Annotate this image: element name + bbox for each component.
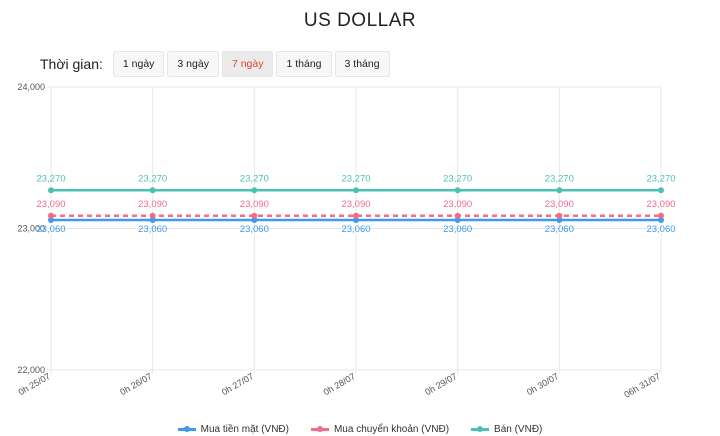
data-point bbox=[251, 217, 258, 224]
range-button-7-days[interactable]: 7 ngày bbox=[221, 51, 274, 77]
data-point bbox=[658, 217, 664, 224]
data-point bbox=[556, 217, 563, 224]
legend-item-ban[interactable]: Bán (VNĐ) bbox=[471, 424, 542, 435]
data-label: 23,270 bbox=[341, 173, 370, 184]
legend-item-mua-chuyen-khoan[interactable]: Mua chuyển khoản (VNĐ) bbox=[310, 424, 450, 435]
data-point bbox=[353, 212, 359, 219]
legend-label: Mua chuyển khoản (VNĐ) bbox=[333, 424, 450, 435]
data-point bbox=[149, 187, 156, 194]
x-axis-tick-label: 0h 27/07 bbox=[220, 371, 255, 397]
data-label: 23,270 bbox=[138, 173, 167, 184]
legend-item-mua-tien-mat[interactable]: Mua tiền mặt (VNĐ) bbox=[177, 424, 289, 435]
data-label: 23,090 bbox=[443, 199, 472, 210]
y-axis-tick-label: 23,000 bbox=[17, 224, 45, 234]
data-label: 23,060 bbox=[240, 224, 269, 235]
time-range-selector: Thời gian: 1 ngày 3 ngày 7 ngày 1 tháng … bbox=[40, 51, 393, 77]
data-label: 23,270 bbox=[646, 173, 675, 184]
data-label: 23,060 bbox=[443, 224, 472, 235]
x-axis-tick-label: 0h 29/07 bbox=[423, 371, 458, 397]
y-axis-tick-label: 22,000 bbox=[17, 365, 45, 375]
data-label: 23,090 bbox=[36, 199, 65, 210]
data-point bbox=[48, 212, 54, 219]
data-point bbox=[556, 212, 563, 219]
data-point bbox=[251, 187, 258, 194]
x-axis-tick-label: 06h 31/07 bbox=[622, 371, 662, 400]
legend-swatch-blue-icon bbox=[177, 426, 196, 432]
range-button-1-day[interactable]: 1 ngày bbox=[112, 51, 165, 77]
data-point bbox=[48, 187, 54, 194]
data-point bbox=[454, 217, 461, 224]
chart-legend: Mua tiền mặt (VNĐ) Mua chuyển khoản (VNĐ… bbox=[0, 424, 720, 435]
time-range-label: Thời gian: bbox=[40, 56, 103, 72]
data-point bbox=[658, 187, 664, 194]
data-point bbox=[454, 212, 461, 219]
data-label: 23,060 bbox=[138, 224, 167, 235]
data-point bbox=[251, 212, 258, 219]
legend-swatch-teal-icon bbox=[471, 426, 490, 432]
data-label: 23,270 bbox=[240, 173, 269, 184]
x-axis-tick-label: 0h 28/07 bbox=[322, 371, 357, 397]
data-label: 23,090 bbox=[138, 199, 167, 210]
legend-label: Mua tiền mặt (VNĐ) bbox=[200, 424, 289, 435]
x-axis-tick-label: 0h 30/07 bbox=[525, 371, 560, 397]
data-point bbox=[658, 212, 664, 219]
range-button-1-month[interactable]: 1 tháng bbox=[276, 51, 332, 77]
data-point bbox=[48, 217, 54, 224]
data-point bbox=[556, 187, 563, 194]
data-point bbox=[149, 212, 156, 219]
data-point bbox=[353, 217, 359, 224]
data-point bbox=[353, 187, 359, 194]
data-label: 23,060 bbox=[341, 224, 370, 235]
data-label: 23,270 bbox=[36, 173, 65, 184]
data-label: 23,060 bbox=[36, 224, 65, 235]
x-axis-tick-label: 0h 26/07 bbox=[118, 371, 153, 397]
data-point bbox=[454, 187, 461, 194]
data-label: 23,090 bbox=[341, 199, 370, 210]
page-title: US DOLLAR bbox=[303, 10, 417, 31]
data-label: 23,270 bbox=[443, 173, 472, 184]
range-button-3-days[interactable]: 3 ngày bbox=[167, 51, 219, 77]
data-label: 23,060 bbox=[646, 224, 675, 235]
data-label: 23,060 bbox=[545, 224, 574, 235]
legend-swatch-pink-icon bbox=[310, 426, 329, 432]
data-label: 23,090 bbox=[646, 199, 675, 210]
data-label: 23,090 bbox=[240, 199, 269, 210]
data-point bbox=[149, 217, 156, 224]
legend-label: Bán (VNĐ) bbox=[494, 424, 543, 435]
data-label: 23,270 bbox=[545, 173, 574, 184]
range-button-3-months[interactable]: 3 tháng bbox=[334, 51, 390, 77]
data-label: 23,090 bbox=[545, 199, 574, 210]
y-axis-tick-label: 24,000 bbox=[17, 82, 45, 92]
